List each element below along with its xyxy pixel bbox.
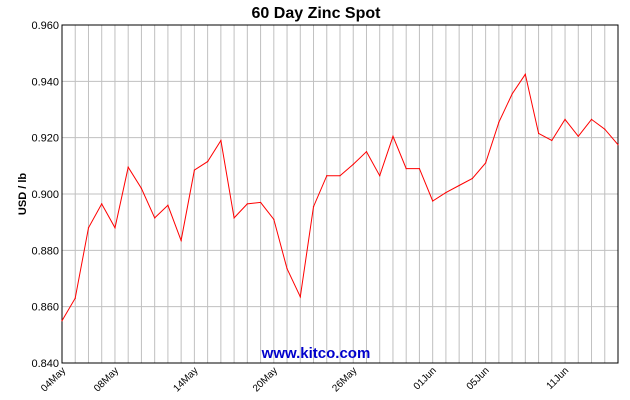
data-point bbox=[220, 139, 222, 142]
y-tick-label: 0.880 bbox=[31, 245, 59, 257]
data-point bbox=[312, 206, 315, 208]
y-tick-label: 0.940 bbox=[31, 76, 59, 88]
data-series bbox=[61, 73, 619, 322]
data-point bbox=[352, 163, 354, 166]
data-point bbox=[577, 135, 579, 137]
data-point bbox=[61, 320, 63, 322]
data-point bbox=[564, 118, 566, 120]
data-point bbox=[154, 217, 156, 219]
data-point bbox=[617, 144, 619, 146]
data-point bbox=[458, 184, 460, 187]
data-point bbox=[485, 162, 487, 164]
data-point bbox=[405, 168, 407, 170]
y-axis-label: USD / lb bbox=[17, 173, 29, 215]
grid-lines bbox=[61, 24, 619, 364]
x-tick-label: 11Jun bbox=[545, 365, 572, 392]
y-tick-label: 0.900 bbox=[31, 189, 59, 201]
data-point bbox=[114, 227, 116, 229]
data-point bbox=[590, 118, 593, 120]
data-point bbox=[233, 217, 235, 219]
x-tick-label: 05Jun bbox=[465, 365, 492, 392]
data-point bbox=[299, 296, 301, 298]
data-point bbox=[193, 169, 195, 171]
data-point bbox=[246, 203, 248, 205]
y-tick-labels: 0.840 0.860 0.880 0.900 0.920 0.940 0.960 bbox=[31, 20, 59, 370]
data-point bbox=[87, 227, 90, 229]
plot-frame bbox=[61, 24, 619, 364]
y-tick-label: 0.840 bbox=[31, 358, 59, 370]
data-point bbox=[101, 203, 103, 205]
data-point bbox=[418, 168, 421, 170]
data-point bbox=[445, 191, 447, 194]
data-point bbox=[392, 135, 394, 137]
watermark: www.kitco.com bbox=[261, 345, 371, 362]
data-point bbox=[140, 187, 143, 189]
data-point bbox=[127, 166, 129, 168]
x-tick-labels: 04May 08May 14May 20May 26May 01Jun 05Jun 11Jun bbox=[39, 365, 571, 394]
data-point bbox=[74, 297, 76, 299]
x-tick-label: 01Jun bbox=[412, 365, 439, 392]
data-point bbox=[286, 268, 288, 270]
y-tick-label: 0.960 bbox=[31, 20, 59, 32]
data-point bbox=[365, 151, 368, 153]
data-point bbox=[524, 73, 526, 75]
data-point bbox=[498, 121, 500, 123]
data-point bbox=[551, 139, 553, 142]
data-point bbox=[379, 175, 381, 177]
data-point bbox=[259, 201, 262, 204]
data-point bbox=[432, 200, 434, 202]
x-tick-label: 26May bbox=[330, 365, 359, 394]
data-point bbox=[511, 93, 513, 95]
data-point bbox=[537, 132, 540, 135]
data-point bbox=[326, 175, 328, 177]
data-point bbox=[339, 175, 341, 177]
data-point bbox=[604, 128, 606, 130]
x-tick-label: 08May bbox=[92, 365, 121, 394]
data-point bbox=[471, 177, 473, 180]
chart-title: 60 Day Zinc Spot bbox=[252, 5, 382, 22]
y-tick-label: 0.920 bbox=[31, 133, 59, 145]
x-tick-label: 20May bbox=[251, 365, 280, 394]
data-point bbox=[167, 204, 169, 206]
y-tick-label: 0.860 bbox=[31, 302, 59, 314]
data-point bbox=[273, 218, 275, 220]
data-point bbox=[207, 161, 209, 163]
data-point bbox=[180, 239, 182, 242]
x-tick-label: 14May bbox=[171, 365, 200, 394]
